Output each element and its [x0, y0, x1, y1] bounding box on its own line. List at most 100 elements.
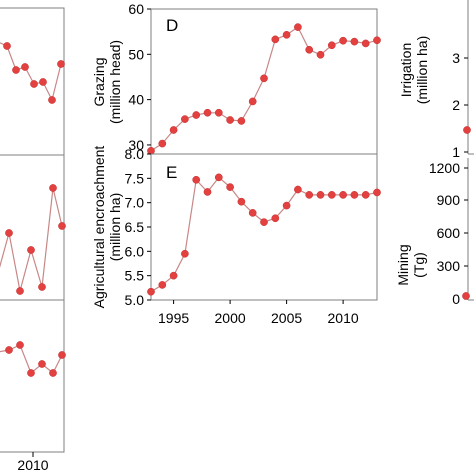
left-middle-data-point [16, 287, 24, 295]
left-bottom-data-point [49, 369, 57, 377]
panel-e-x-tick-label: 2000 [215, 310, 246, 326]
left-middle-frame [0, 154, 65, 301]
left-top-data-point [21, 63, 29, 71]
left-bottom-data-point [27, 369, 35, 377]
left-top-data-point [57, 60, 65, 68]
left-top-data-point [48, 96, 56, 104]
panel-d-data-point [237, 117, 246, 125]
panel-e-data-point [203, 188, 212, 196]
left-middle-data-point [49, 184, 57, 192]
left-bottom-frame [0, 299, 65, 453]
left-bottom-data-point [58, 351, 66, 359]
left-top-data-point [3, 42, 11, 50]
panel-e-data-point [158, 281, 167, 289]
left-middle-series-line [0, 187, 63, 292]
panel-e-y-tick-label: 8.0 [125, 146, 145, 162]
left-middle-data-point [5, 229, 13, 237]
panel-e-y-tick-label: 7.5 [125, 170, 145, 186]
panel-d-y-tick-label: 60 [128, 1, 144, 17]
panel-d-data-point [271, 35, 280, 44]
panel-d-y-ticks: 30 40 50 60 [128, 1, 151, 153]
panel-d-data-point [361, 39, 370, 48]
panel-e-y-tick-label: 5.0 [125, 292, 145, 308]
panel-e-data-point [339, 191, 347, 199]
panel-e-y-tick-label: 6.0 [125, 243, 145, 259]
panel-e-data-point [316, 191, 325, 199]
right-top-ylabel-1: Irrigation [398, 43, 414, 97]
panel-e-data-point [282, 201, 291, 210]
panel-e-data-point [248, 209, 257, 217]
right-panels: 1 2 3 0 300 600 900 1200 Irrigation (million ha… [395, 0, 474, 307]
right-top-y-tick-label: 2 [452, 97, 460, 113]
panel-e-x-tick-label: 2010 [328, 310, 359, 326]
panel-e-axes-ticks: 5.0 5.5 6.0 6.5 7.0 7.5 8.0 1995 2000 2005 2010 [125, 146, 359, 326]
panel-e-data-point [226, 183, 234, 191]
panel-e-data-point [271, 214, 280, 223]
right-bottom-y-tick-label: 1200 [429, 160, 460, 176]
panel-d-ylabel-2: (million head) [107, 40, 123, 124]
left-bottom-data-point [5, 346, 13, 354]
panel-d-y-tick-label: 30 [128, 137, 144, 153]
left-panels: 2010 [0, 7, 66, 473]
panel-d-data-point [226, 116, 234, 124]
panel-e-data-point [260, 218, 268, 226]
right-top-ylabel-2: (million ha) [414, 36, 430, 104]
panel-d-data-point [282, 30, 291, 39]
panel-d-data-point [169, 126, 178, 134]
panel-e-y-tick-label: 6.5 [125, 219, 145, 235]
right-y-ticks: 1 2 3 0 300 600 900 1200 [429, 50, 468, 307]
left-top-data-point [39, 78, 47, 86]
panel-d-data-point [203, 108, 212, 117]
panel-d-data-point [181, 115, 189, 123]
left-x-tick-label: 2010 [17, 457, 48, 473]
right-bottom-ylabel-2: (Tg) [411, 252, 427, 278]
panel-e-data-point [305, 191, 314, 199]
panel-d-data-point [350, 37, 359, 46]
panel-d-data-point [305, 45, 314, 54]
panel-e-data-point [350, 191, 359, 199]
panel-e-data-point [294, 185, 302, 194]
left-top-data-point [12, 66, 20, 74]
right-bottom-y-tick-label: 600 [437, 225, 461, 241]
panel-d-y-tick-label: 50 [128, 46, 144, 62]
panel-d-series-line [150, 26, 378, 152]
panel-e-letter: E [166, 163, 177, 182]
panel-e-data-point [169, 271, 178, 280]
panel-e-y-tick-label: 7.0 [125, 195, 145, 211]
left-middle-data-point [58, 222, 66, 230]
right-bottom-ylabel-1: Mining [395, 244, 411, 285]
panel-d-ylabel-1: Grazing [91, 57, 107, 106]
panel-d: 30 40 50 60 D Grazing (million head) [91, 1, 381, 155]
panel-d-letter: D [166, 16, 178, 35]
panel-d-data-point [327, 41, 336, 50]
panel-d-y-tick-label: 40 [128, 92, 144, 108]
panel-d-data-point [158, 139, 167, 148]
right-bottom-y-tick-label: 300 [437, 258, 461, 274]
panel-e-ylabel-2: (million ha) [107, 193, 123, 261]
panel-d-data-point [192, 111, 201, 119]
right-top-y-tick-label: 1 [452, 144, 460, 160]
panel-e-y-tick-label: 5.5 [125, 268, 145, 284]
left-series-group [0, 42, 66, 377]
panel-e-ylabel-1: Agricultural encroachment [91, 146, 107, 309]
panel-d-data-point [248, 97, 257, 106]
panel-d-data-point [316, 50, 325, 59]
panel-e-data-point [237, 197, 246, 206]
panel-d-data-point [339, 36, 347, 45]
left-middle-data-point [38, 283, 46, 291]
panel-d-series [147, 23, 381, 155]
panel-d-data-point [214, 108, 223, 117]
panel-e-data-point [327, 191, 336, 199]
left-middle-data-point [27, 246, 35, 254]
panel-e-data-point [214, 173, 223, 182]
panel-d-data-point [373, 36, 381, 45]
panel-e-data-point [361, 191, 370, 199]
panel-e-x-tick-label: 1995 [158, 310, 189, 326]
right-bottom-partial-point [462, 292, 470, 300]
right-top-partial-point [463, 126, 471, 134]
left-bottom-data-point [38, 360, 46, 368]
panel-e-data-point [181, 249, 189, 258]
right-bottom-y-tick-label: 0 [452, 291, 460, 307]
